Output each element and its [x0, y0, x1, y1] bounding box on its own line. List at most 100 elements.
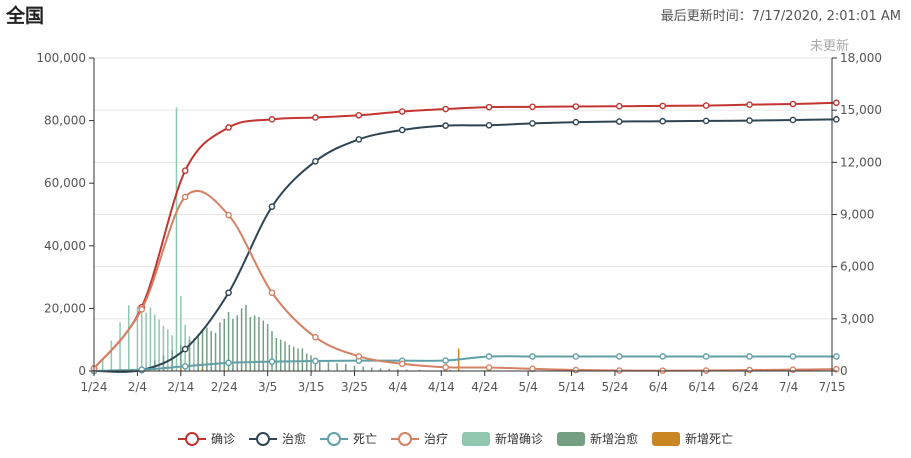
legend-item-新增治愈[interactable]: 新增治愈 [557, 430, 638, 447]
bar-新增治愈 [388, 368, 390, 371]
left-tick-label: 40,000 [44, 239, 86, 253]
bar-新增确诊 [149, 307, 152, 371]
bar-新增治愈 [188, 339, 191, 371]
point-治疗 [442, 363, 449, 371]
bar-新增治愈 [297, 348, 299, 371]
bar-新增确诊 [110, 340, 113, 371]
legend-item-治愈[interactable]: 治愈 [248, 430, 306, 447]
x-tick-label: 4/14 [428, 380, 455, 394]
point-死亡 [572, 353, 580, 360]
legend-swatch [557, 431, 586, 446]
x-tick-label: 5/4 [518, 380, 537, 394]
point-治愈 [833, 116, 840, 123]
legend-item-治疗[interactable]: 治疗 [390, 430, 448, 447]
bar-新增死亡 [180, 368, 182, 371]
point-确诊 [312, 114, 319, 121]
point-治愈 [225, 289, 232, 297]
point-死亡 [702, 353, 710, 360]
point-治愈 [398, 126, 406, 134]
legend-item-新增死亡[interactable]: 新增死亡 [652, 430, 733, 447]
point-死亡 [268, 358, 276, 365]
point-治疗 [312, 333, 319, 341]
x-tick-label: 2/24 [211, 380, 238, 394]
bar-新增治愈 [292, 346, 295, 371]
x-tick-label: 4/4 [388, 380, 407, 394]
x-tick-label: 2/4 [128, 380, 147, 394]
bar-新增治愈 [279, 339, 282, 371]
point-治疗 [225, 211, 232, 219]
bar-新增治愈 [288, 344, 291, 371]
bar-新增治愈 [271, 331, 273, 371]
point-治愈 [268, 203, 276, 210]
point-确诊 [485, 103, 493, 111]
legend-label: 治疗 [423, 432, 448, 446]
bar-新增治愈 [275, 337, 278, 371]
left-tick-label: 20,000 [44, 301, 86, 315]
bar-新增治愈 [284, 341, 286, 371]
bar-新增治愈 [180, 344, 182, 371]
point-治愈 [485, 121, 493, 129]
bar-新增治愈 [305, 353, 308, 371]
legend-label: 新增死亡 [685, 432, 734, 446]
right-tick-label: 0 [840, 364, 848, 378]
line-治愈 [93, 118, 837, 373]
left-tick-label: 80,000 [44, 114, 86, 128]
legend-swatch [390, 431, 419, 446]
x-tick-label: 7/15 [819, 380, 846, 394]
point-治愈 [615, 118, 623, 125]
bar-新增治愈 [227, 311, 230, 371]
point-死亡 [225, 359, 232, 367]
legend-item-死亡[interactable]: 死亡 [319, 430, 377, 447]
bar-新增死亡 [223, 369, 225, 371]
bar-新增治愈 [171, 350, 173, 371]
point-治愈 [789, 116, 797, 124]
x-tick-label: 1/24 [81, 380, 108, 394]
bar-新增治愈 [240, 308, 243, 371]
chart-legend: 确诊 治愈 死亡 治疗 新增确诊 新增治愈 新增死亡 [0, 430, 911, 447]
bar-新增确诊 [136, 306, 139, 371]
bar-新增确诊 [175, 107, 178, 371]
point-确诊 [833, 99, 840, 107]
point-确诊 [572, 103, 580, 110]
legend-swatch [652, 431, 681, 446]
x-tick-label: 3/15 [298, 380, 325, 394]
last-updated-time: 最后更新时间：7/17/2020, 2:01:01 AM [660, 9, 901, 24]
point-确诊 [789, 100, 797, 108]
bar-新增治愈 [397, 369, 399, 371]
point-治疗 [138, 306, 146, 313]
legend-label: 新增治愈 [590, 432, 639, 446]
point-死亡 [442, 357, 449, 364]
x-tick-label: 6/4 [649, 380, 668, 394]
bar-新增治愈 [353, 365, 356, 371]
point-治愈 [529, 120, 536, 127]
legend-swatch [462, 431, 490, 446]
x-tick-label: 5/14 [558, 380, 585, 394]
bar-新增治愈 [214, 332, 217, 371]
point-死亡 [746, 353, 753, 360]
legend-item-新增确诊[interactable]: 新增确诊 [462, 430, 543, 447]
point-确诊 [702, 102, 710, 109]
right-tick-label: 6,000 [840, 260, 874, 274]
chart-lines [90, 99, 840, 375]
bar-新增治愈 [314, 358, 317, 371]
x-tick-label: 2/14 [167, 380, 194, 394]
point-确诊 [355, 111, 363, 119]
point-治疗 [181, 193, 189, 201]
legend-swatch [319, 431, 348, 446]
point-治愈 [702, 117, 710, 125]
point-确诊 [442, 105, 449, 113]
legend-label: 确诊 [210, 432, 235, 446]
bar-新增确诊 [193, 337, 195, 371]
bar-新增治愈 [418, 369, 421, 371]
bar-新增确诊 [141, 304, 143, 371]
left-tick-label: 0 [78, 364, 86, 378]
left-tick-label: 60,000 [44, 176, 86, 190]
legend-item-确诊[interactable]: 确诊 [177, 430, 235, 447]
bar-新增确诊 [162, 325, 165, 371]
bar-新增治愈 [336, 363, 338, 371]
point-治疗 [833, 365, 840, 373]
point-死亡 [181, 363, 189, 370]
point-治疗 [572, 366, 580, 374]
x-tick-label: 6/14 [688, 380, 715, 394]
point-死亡 [312, 357, 319, 365]
